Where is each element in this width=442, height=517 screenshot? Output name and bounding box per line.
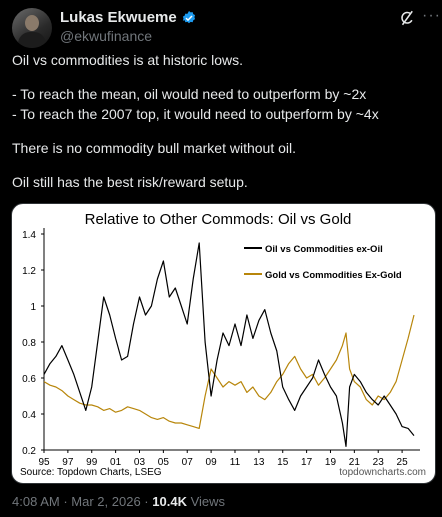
tweet-text: Oil vs commodities is at historic lows. … [12, 50, 432, 192]
x-tick-label: 25 [397, 457, 409, 468]
x-tick-label: 17 [301, 457, 313, 468]
x-tick-label: 07 [182, 457, 194, 468]
tweet-line-5: Oil still has the best risk/reward setup… [12, 174, 248, 190]
chart-svg: Relative to Other Commods: Oil vs Gold 0… [20, 211, 426, 478]
y-tick-label: 0.2 [22, 446, 36, 457]
y-tick-label: 0.4 [22, 410, 36, 421]
x-tick-label: 13 [253, 457, 265, 468]
x-tick-label: 03 [134, 457, 146, 468]
grok-icon[interactable] [398, 9, 416, 27]
views-label[interactable]: Views [190, 494, 226, 509]
author-name-row[interactable]: Lukas Ekwueme [60, 9, 197, 26]
avatar-body [18, 32, 46, 48]
author-avatar[interactable] [12, 8, 52, 48]
x-tick-label: 97 [62, 457, 74, 468]
x-tick-label: 99 [86, 457, 98, 468]
x-tick-label: 95 [38, 457, 50, 468]
chart-source: Source: Topdown Charts, LSEG [20, 467, 162, 478]
tweet-line-3: - To reach the 2007 top, it would need t… [12, 106, 379, 122]
y-tick-label: 1 [30, 302, 36, 313]
y-tick-label: 1.2 [22, 266, 36, 277]
chart-lines [43, 242, 415, 447]
series-gold-line [43, 314, 415, 429]
chart-legend: Oil vs Commodities ex-Oil Gold vs Commodi… [244, 244, 402, 281]
x-tick-label: 05 [158, 457, 170, 468]
more-icon[interactable]: ··· [422, 7, 441, 24]
tweet-line-1: Oil vs commodities is at historic lows. [12, 52, 244, 68]
series-oil-line [43, 242, 415, 447]
tweet-gap [12, 124, 432, 138]
tweet-line-4: There is no commodity bull market withou… [12, 140, 296, 156]
verified-badge-icon [182, 10, 195, 23]
tweet-time[interactable]: 4:08 AM [12, 494, 60, 509]
author-name[interactable]: Lukas Ekwueme [60, 9, 177, 26]
x-tick-label: 09 [206, 457, 218, 468]
x-tick-label: 11 [230, 457, 241, 468]
avatar-head [25, 15, 39, 31]
y-tick-label: 0.8 [22, 338, 36, 349]
tweet-meta: 4:08 AM · Mar 2, 2026 · 10.4K Views [12, 494, 225, 509]
x-tick-label: 19 [325, 457, 337, 468]
tweet-line-2: - To reach the mean, oil would need to o… [12, 86, 367, 102]
chart-title: Relative to Other Commods: Oil vs Gold [85, 211, 352, 228]
chart-watermark: topdowncharts.com [339, 467, 426, 478]
y-tick-label: 0.6 [22, 374, 36, 385]
tweet-gap [12, 158, 432, 172]
x-tick-label: 21 [349, 457, 361, 468]
tweet-gap [12, 70, 432, 84]
y-tick-label: 1.4 [22, 230, 36, 241]
chart-axes: 0.2 0.4 0.6 0.8 1 1.2 1.4 95 97 99 01 03 05 07 09 11 13 1… [22, 228, 420, 468]
meta-separator: · [63, 494, 68, 509]
tweet-date[interactable]: Mar 2, 2026 [71, 494, 141, 509]
x-tick-label: 15 [277, 457, 289, 468]
chart-image[interactable]: Relative to Other Commods: Oil vs Gold 0… [11, 203, 436, 484]
legend-label: Gold vs Commodities Ex-Gold [265, 270, 402, 281]
author-handle[interactable]: @ekwufinance [60, 28, 153, 44]
x-tick-label: 01 [110, 457, 122, 468]
meta-separator: · [144, 494, 149, 509]
legend-label: Oil vs Commodities ex-Oil [265, 244, 383, 255]
views-count[interactable]: 10.4K [152, 494, 187, 509]
x-tick-label: 23 [373, 457, 385, 468]
